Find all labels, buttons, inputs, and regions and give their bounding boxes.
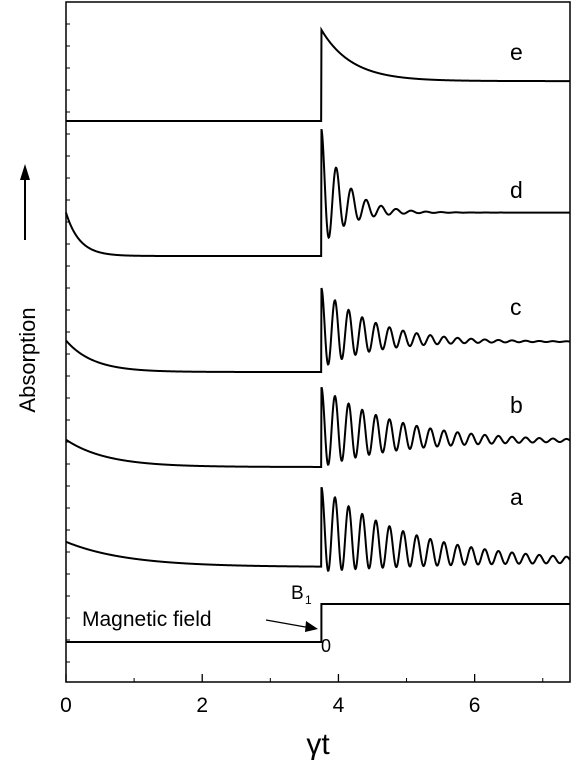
b1-subscript: 1 [305,593,312,607]
b1-arrow-head [305,621,318,632]
curve-label-a: a [510,484,523,510]
curve-b [65,386,571,468]
y-axis-label: Absorption [15,307,40,412]
b1-label: B [291,583,304,604]
axis-ticks: 0 2 4 6 [60,23,544,717]
curve-label-c: c [510,294,522,320]
curves [65,26,571,643]
curve-d [65,128,570,257]
zero-level-label: 0 [321,636,331,656]
curve-e [66,26,570,122]
y-axis-arrow-head [20,164,30,180]
x-tick-label: 2 [196,694,208,717]
x-axis-label: γt [306,728,330,761]
curve-label-b: b [510,392,523,418]
x-tick-label: 4 [333,694,345,717]
curve-label-e: e [510,39,523,65]
x-tick-label: 0 [60,694,72,717]
magnetic-field-trace [66,603,570,643]
b1-arrow-line [265,619,312,629]
curve-labels: a b c d e [510,39,523,510]
x-tick-label: 6 [469,694,481,717]
curve-label-d: d [510,177,523,203]
curve-c [65,287,571,373]
magnetic-field-label: Magnetic field [82,608,212,631]
curve-a [65,486,571,572]
